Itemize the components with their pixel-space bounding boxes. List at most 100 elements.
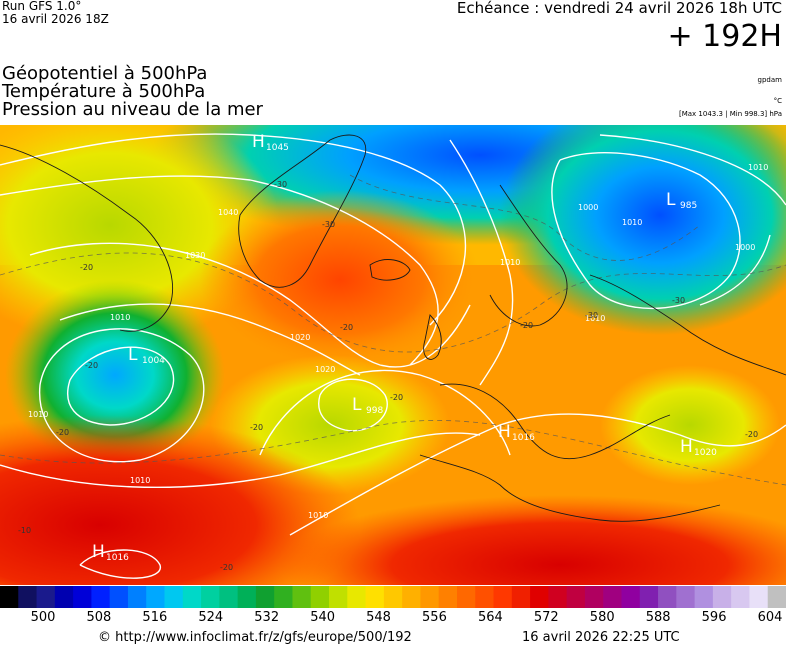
legend-tick-label: 500 [30, 610, 56, 625]
isobar-label: 1030 [185, 251, 205, 260]
svg-text:H: H [680, 437, 693, 457]
legend-swatch [712, 586, 732, 608]
legend-swatch [767, 586, 786, 608]
svg-text:L: L [352, 395, 362, 415]
legend-swatch [0, 586, 19, 608]
legend-swatch [603, 586, 622, 608]
coastlines [0, 134, 786, 522]
isobar-label: 1010 [622, 218, 642, 227]
isobar-label: 1040 [218, 208, 238, 217]
isobar [259, 369, 511, 456]
legend-swatch [237, 586, 257, 608]
cold-pool-scandinavia [500, 125, 786, 335]
coastline-north-africa [419, 454, 721, 522]
legend-swatch [127, 586, 147, 608]
source-credit: © http://www.infoclimat.fr/z/gfs/europe/… [98, 630, 412, 645]
legend-swatch [73, 586, 92, 608]
temperature-label: -30 [585, 311, 598, 320]
temperature-label: -20 [390, 393, 403, 402]
generation-time: 16 avril 2026 22:25 UTC [522, 630, 680, 645]
svg-text:L: L [128, 345, 138, 365]
coastline-iceland [369, 259, 411, 281]
legend-swatch [146, 586, 166, 608]
legend-swatch [530, 586, 549, 608]
isobar-label: 1010 [748, 163, 768, 172]
unit-pressure-range: [Max 1043.3 | Min 998.3] hPa [678, 110, 782, 118]
legend-swatch [182, 586, 202, 608]
legend-swatch [365, 586, 385, 608]
legend-swatch [383, 586, 403, 608]
legend-swatch [493, 586, 513, 608]
coastline-britain [423, 314, 442, 360]
isobar [289, 413, 786, 536]
weather-map: 1010 1000 1010 1000 1040 1030 1020 1020 … [0, 125, 786, 585]
legend-swatch [658, 586, 677, 608]
svg-text:1016: 1016 [106, 553, 129, 563]
coastline-scandinavia [489, 184, 568, 327]
forecast-horizon: + 192H [667, 19, 783, 54]
unit-celsius: °C [773, 97, 782, 105]
legend-swatch [676, 586, 696, 608]
high-pressure-center: H 1045 [252, 132, 289, 153]
legend-tick-label: 516 [142, 610, 168, 625]
temperature-label: -20 [745, 430, 758, 439]
coastline-europe [439, 383, 671, 460]
warm-ridge-greenland [200, 190, 480, 370]
legend-swatch [438, 586, 458, 608]
isobar-labels: 1010 1000 1010 1000 1040 1030 1020 1020 … [28, 163, 768, 520]
svg-text:1020: 1020 [694, 448, 717, 458]
legend-swatch [255, 586, 275, 608]
svg-text:H: H [252, 132, 265, 152]
legend-swatch [548, 586, 568, 608]
isobar-label: 1000 [735, 243, 755, 252]
legend-swatch [18, 586, 38, 608]
legend-swatch [420, 586, 440, 608]
legend-swatch [292, 586, 312, 608]
isobar [39, 328, 205, 463]
legend-tick-label: 548 [366, 610, 391, 625]
temperature-label: -20 [56, 428, 69, 437]
temperature-label: -30 [672, 296, 685, 305]
legend-swatch [749, 586, 769, 608]
legend-swatch [475, 586, 495, 608]
legend-tick-label: 524 [198, 610, 224, 625]
svg-text:1004: 1004 [142, 356, 165, 366]
field-geopotential: Géopotentiel à 500hPa [2, 63, 208, 84]
color-legend-ticks: 500 508 516 524 532 540 548 556 564 572 580 588 596 6… [0, 610, 786, 626]
isobar [318, 378, 388, 432]
isobar [59, 303, 361, 376]
isobar-label: 1010 [308, 511, 328, 520]
legend-tick-label: 588 [645, 610, 671, 625]
isobar-label: 1000 [578, 203, 598, 212]
legend-tick-label: 564 [477, 610, 503, 625]
temperature-label: -20 [250, 423, 263, 432]
svg-text:1016: 1016 [512, 433, 535, 443]
trough-eastern-europe [600, 365, 780, 485]
isotherm [0, 420, 786, 486]
isobar-label: 1010 [130, 476, 150, 485]
run-label: Run GFS 1.0° [2, 0, 82, 13]
legend-tick-label: 556 [422, 610, 447, 625]
temperature-label: -30 [322, 220, 335, 229]
isobar [67, 346, 175, 426]
svg-text:1045: 1045 [266, 143, 289, 153]
temperature-label: -10 [18, 526, 31, 535]
svg-text:H: H [498, 422, 511, 442]
legend-swatch [201, 586, 220, 608]
high-pressure-center: H 1016 [92, 542, 129, 563]
isobar-label: 1010 [110, 313, 130, 322]
temperature-label: -30 [274, 180, 287, 189]
isobar-label: 1010 [28, 410, 48, 419]
isobar [79, 549, 161, 579]
legend-swatch [639, 586, 659, 608]
legend-swatch [36, 586, 56, 608]
unit-gpdam: gpdam [757, 76, 782, 84]
coastline-canada [0, 144, 174, 332]
isobars [0, 133, 786, 579]
isobar [29, 242, 471, 368]
isobar-label: 1010 [585, 314, 605, 323]
temperature-label: -20 [520, 321, 533, 330]
field-mslp: Pression au niveau de la mer [2, 99, 263, 120]
legend-swatch [91, 586, 111, 608]
temperature-labels: -30 -30 -20 -20 -20 -20 -30 -30 -20 -20 … [18, 180, 758, 572]
